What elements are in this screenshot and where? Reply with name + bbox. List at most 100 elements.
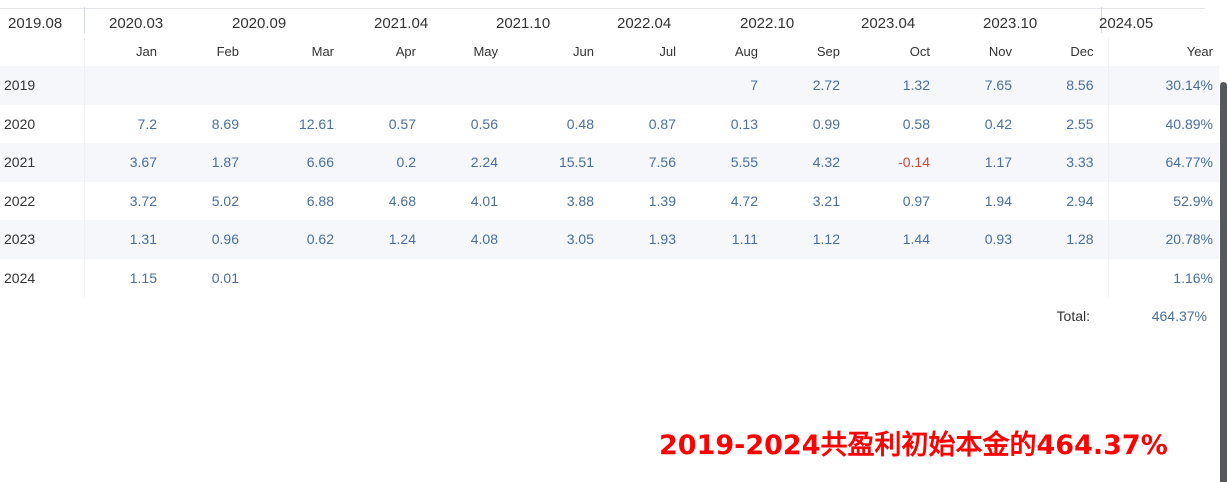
month-return-cell: 3.67 xyxy=(129,154,157,171)
month-return-cell: 7.56 xyxy=(648,154,676,171)
table-row: 2022 3.72 5.02 6.88 4.68 4.01 3.88 1.39 4.72 3.21… xyxy=(0,181,1221,220)
column-header-year-label xyxy=(0,38,85,66)
column-header-jun[interactable]: Jun xyxy=(573,43,594,59)
axis-tick-mark xyxy=(1101,7,1102,33)
row-year-label: 2020 xyxy=(0,104,85,143)
month-return-cell xyxy=(430,259,512,298)
month-return-cell: 1.11 xyxy=(731,231,758,248)
month-return-cell: 1.15 xyxy=(129,269,157,286)
month-return-cell: 12.61 xyxy=(298,115,334,132)
month-return-cell xyxy=(690,259,772,298)
month-return-cell xyxy=(944,259,1026,298)
table-row: 2019 7 2.72 1.32 7.65 8.56 30.14% xyxy=(0,66,1221,105)
axis-tick-mark xyxy=(84,7,85,33)
year-total-cell: 40.89% xyxy=(1107,104,1221,143)
total-row: Total: 464.37% xyxy=(0,297,1221,335)
month-return-cell xyxy=(772,259,854,298)
total-value: 464.37% xyxy=(1108,297,1221,335)
row-year-label: 2019 xyxy=(0,66,85,105)
month-return-cell: 1.94 xyxy=(984,192,1012,209)
month-return-cell xyxy=(430,66,512,105)
axis-tick-label: 2020.09 xyxy=(232,15,287,32)
month-return-cell: 1.93 xyxy=(648,231,676,248)
month-return-cell: 0.42 xyxy=(984,115,1012,132)
axis-tick-label: 2023.10 xyxy=(983,15,1038,32)
month-return-cell: -0.14 xyxy=(898,154,930,171)
month-return-cell: 7 xyxy=(750,77,758,94)
month-return-cell: 1.31 xyxy=(129,231,157,248)
month-return-cell: 0.96 xyxy=(211,231,239,248)
month-return-cell: 4.68 xyxy=(388,192,416,209)
month-return-cell: 1.12 xyxy=(812,231,840,248)
year-total-cell: 1.16% xyxy=(1107,258,1221,297)
column-header-dec[interactable]: Dec xyxy=(1070,43,1094,59)
month-return-cell xyxy=(348,259,430,298)
axis-tick-label: 2022.04 xyxy=(617,15,672,32)
column-header-jan[interactable]: Jan xyxy=(136,43,157,59)
month-return-cell xyxy=(512,259,608,298)
year-total-cell: 64.77% xyxy=(1107,143,1221,182)
month-return-cell: 4.08 xyxy=(470,231,498,248)
column-header-oct[interactable]: Oct xyxy=(909,43,930,59)
month-return-cell: 0.58 xyxy=(902,115,930,132)
month-return-cell: 0.13 xyxy=(730,115,758,132)
axis-tick-label: 2024.05 xyxy=(1099,15,1154,32)
month-return-cell: 1.44 xyxy=(902,231,930,248)
column-header-may[interactable]: May xyxy=(473,43,498,59)
row-year-label: 2021 xyxy=(0,143,85,182)
month-return-cell: 15.51 xyxy=(558,154,594,171)
column-header-sep[interactable]: Sep xyxy=(816,43,840,59)
scrollbar-thumb[interactable] xyxy=(1220,82,1227,482)
month-return-cell: 3.05 xyxy=(566,231,594,248)
column-header-jul[interactable]: Jul xyxy=(659,43,676,59)
month-return-cell: 2.72 xyxy=(812,77,840,94)
table-row: 2021 3.67 1.87 6.66 0.2 2.24 15.51 7.56 5.55 4.32… xyxy=(0,143,1221,182)
timeline-axis-line xyxy=(0,8,1205,9)
total-label: Total: xyxy=(0,297,1108,335)
month-return-cell: 5.55 xyxy=(730,154,758,171)
axis-tick-label: 2022.10 xyxy=(740,15,795,32)
column-header-nov[interactable]: Nov xyxy=(988,43,1012,59)
axis-tick-label: 2019.08 xyxy=(8,15,63,32)
column-header-mar[interactable]: Mar xyxy=(311,43,334,59)
year-total-cell: 30.14% xyxy=(1107,66,1221,105)
year-total-cell: 52.9% xyxy=(1107,181,1221,220)
month-return-cell: 8.69 xyxy=(211,115,239,132)
month-return-cell: 1.87 xyxy=(211,154,239,171)
month-return-cell: 0.01 xyxy=(211,269,239,286)
monthly-returns-table: Jan Feb Mar Apr May Jun Jul Aug Sep Oct … xyxy=(0,38,1221,335)
month-return-cell: 0.97 xyxy=(902,192,930,209)
month-return-cell: 0.56 xyxy=(470,115,498,132)
month-return-cell: 4.01 xyxy=(470,192,498,209)
month-return-cell xyxy=(84,66,171,105)
month-return-cell: 2.55 xyxy=(1066,115,1094,132)
month-return-cell: 6.88 xyxy=(306,192,334,209)
month-return-cell: 3.88 xyxy=(566,192,594,209)
month-return-cell: 0.87 xyxy=(648,115,676,132)
month-return-cell: 3.21 xyxy=(812,192,840,209)
axis-tick-label: 2023.04 xyxy=(861,15,916,32)
column-header-aug[interactable]: Aug xyxy=(734,43,758,59)
month-return-cell: 0.93 xyxy=(984,231,1012,248)
table-header-row: Jan Feb Mar Apr May Jun Jul Aug Sep Oct … xyxy=(0,38,1221,66)
column-header-apr[interactable]: Apr xyxy=(395,43,416,59)
column-header-feb[interactable]: Feb xyxy=(216,43,239,59)
timeline-axis: 2019.08 2020.03 2020.09 2021.04 2021.10 … xyxy=(0,0,1228,40)
month-return-cell xyxy=(1026,259,1108,298)
month-return-cell: 3.72 xyxy=(129,192,157,209)
month-return-cell: 0.62 xyxy=(306,231,334,248)
month-return-cell: 1.39 xyxy=(648,192,676,209)
month-return-cell xyxy=(253,66,348,105)
month-return-cell: 0.99 xyxy=(812,115,840,132)
month-return-cell: 8.56 xyxy=(1066,77,1094,94)
table-body: 2019 7 2.72 1.32 7.65 8.56 30.14% 2020 7.2 8.69 12… xyxy=(0,66,1221,297)
month-return-cell: 2.24 xyxy=(470,154,498,171)
table-row: 2024 1.15 0.01 1.16% xyxy=(0,258,1221,298)
month-return-cell: 5.02 xyxy=(211,192,239,209)
column-header-year-total[interactable]: Year xyxy=(1107,38,1221,66)
month-return-cell xyxy=(512,66,608,105)
row-year-label: 2023 xyxy=(0,220,85,259)
table-row: 2023 1.31 0.96 0.62 1.24 4.08 3.05 1.93 1.11 1.12… xyxy=(0,220,1221,259)
month-return-cell: 3.33 xyxy=(1066,154,1094,171)
axis-tick-label: 2020.03 xyxy=(109,15,164,32)
